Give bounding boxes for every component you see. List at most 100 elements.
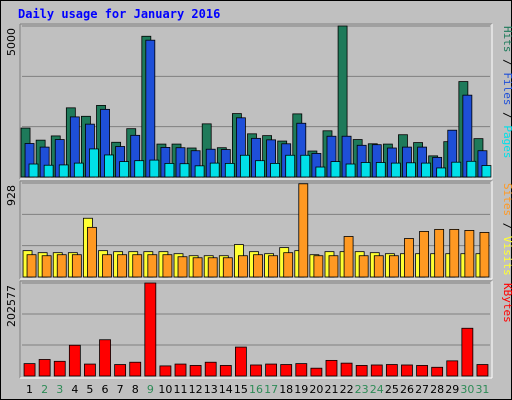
bar-pages-day-14	[224, 163, 235, 178]
bar-pages-day-11	[179, 163, 190, 178]
day-label-24: 24	[370, 383, 384, 396]
bar-pages-day-21	[330, 161, 341, 178]
bar-kbytes-day-9	[144, 282, 157, 377]
legend-item-hits: Hits	[501, 26, 512, 53]
bar-pages-day-27	[421, 162, 431, 178]
bar-kbytes-day-2	[38, 359, 51, 377]
bar-pages-day-16	[255, 160, 265, 178]
bar-sites-day-13	[207, 257, 218, 278]
bar-kbytes-day-30	[461, 327, 474, 377]
bar-sites-day-20	[313, 255, 324, 278]
bar-kbytes-day-24	[370, 364, 383, 377]
bar-pages-day-31	[481, 165, 492, 178]
bar-pages-day-2	[43, 164, 54, 178]
bar-sites-day-9	[147, 254, 158, 278]
chart-title: Daily usage for January 2016	[18, 7, 221, 21]
day-label-28: 28	[430, 383, 444, 396]
legend-item-visits: Visits	[501, 236, 512, 276]
bar-sites-day-2	[41, 255, 52, 278]
bar-sites-day-25	[388, 255, 399, 278]
bar-sites-day-15	[238, 255, 248, 278]
day-label-8: 8	[132, 383, 139, 396]
bar-kbytes-day-28	[431, 366, 444, 377]
bar-pages-day-30	[466, 160, 477, 178]
bar-kbytes-day-8	[129, 361, 142, 377]
bar-sites-day-16	[253, 254, 263, 278]
legend-separator: /	[501, 53, 512, 73]
day-label-22: 22	[340, 383, 354, 396]
day-label-21: 21	[324, 383, 338, 396]
day-label-5: 5	[86, 383, 93, 396]
bar-sites-day-11	[177, 256, 188, 278]
day-label-1: 1	[26, 383, 33, 396]
day-label-18: 18	[279, 383, 293, 396]
day-label-11: 11	[174, 383, 188, 396]
bar-sites-day-24	[373, 255, 384, 278]
bar-pages-day-10	[164, 163, 175, 178]
legend-item-kbytes: KBytes	[501, 283, 512, 323]
bar-sites-day-4	[71, 254, 82, 278]
bar-kbytes-day-13	[204, 361, 217, 377]
y-max-label: 928	[5, 185, 18, 206]
bar-pages-day-24	[375, 162, 386, 178]
bar-pages-day-13	[209, 162, 220, 178]
bar-kbytes-day-21	[325, 359, 338, 377]
day-label-26: 26	[400, 383, 414, 396]
bar-kbytes-day-12	[189, 365, 202, 377]
bar-files-day-9	[145, 39, 156, 178]
legend-item-sites: Sites	[501, 183, 512, 216]
bar-pages-day-19	[300, 154, 311, 178]
bar-kbytes-day-16	[250, 364, 262, 377]
bar-sites-day-7	[117, 254, 128, 278]
day-label-23: 23	[355, 383, 369, 396]
bar-pages-day-17	[270, 163, 280, 178]
day-label-30: 30	[460, 383, 474, 396]
day-label-15: 15	[234, 383, 248, 396]
bar-pages-day-25	[390, 162, 401, 178]
bar-sites-day-28	[434, 228, 445, 278]
day-label-17: 17	[264, 383, 278, 396]
bar-pages-day-3	[58, 164, 69, 178]
legend-separator: /	[501, 216, 512, 236]
bar-pages-day-26	[406, 162, 416, 178]
bar-pages-day-9	[149, 159, 160, 178]
bar-sites-day-31	[479, 232, 490, 278]
bar-sites-day-23	[358, 255, 369, 278]
bar-pages-day-5	[89, 148, 99, 178]
bar-pages-day-22	[345, 163, 356, 178]
bar-pages-day-23	[360, 162, 371, 178]
y-max-label: 5000	[5, 28, 18, 56]
bar-sites-day-17	[268, 255, 278, 278]
bar-kbytes-day-19	[295, 363, 308, 377]
day-label-19: 19	[294, 383, 308, 396]
bar-sites-day-8	[132, 254, 143, 278]
legend-item-files: Files	[501, 72, 512, 105]
bar-kbytes-day-3	[53, 360, 66, 377]
bar-sites-day-5	[87, 226, 97, 278]
day-label-25: 25	[385, 383, 399, 396]
legend-pages-files-hits: Hits / Files / Pages	[501, 26, 512, 159]
legend-separator: /	[501, 106, 512, 126]
bar-kbytes-day-6	[99, 339, 111, 377]
bar-sites-day-30	[464, 230, 475, 278]
bar-kbytes-day-22	[340, 362, 353, 377]
bar-kbytes-day-15	[235, 346, 247, 377]
bar-pages-day-6	[104, 154, 114, 178]
bar-kbytes-day-18	[280, 364, 293, 377]
bar-kbytes-day-17	[265, 363, 277, 377]
bar-kbytes-day-1	[23, 363, 36, 377]
bar-kbytes-day-26	[401, 364, 413, 377]
bar-sites-day-27	[419, 231, 429, 278]
bar-pages-day-20	[315, 166, 326, 178]
bar-pages-day-18	[285, 154, 296, 178]
bar-sites-day-1	[26, 254, 37, 278]
day-label-16: 16	[249, 383, 263, 396]
bar-sites-day-3	[56, 254, 67, 278]
y-max-label: 202577	[5, 285, 18, 327]
bar-kbytes-day-5	[84, 363, 96, 377]
bar-kbytes-day-14	[219, 365, 232, 377]
bar-kbytes-day-23	[355, 365, 368, 377]
bar-kbytes-day-4	[68, 344, 81, 377]
bar-sites-day-18	[283, 252, 294, 278]
